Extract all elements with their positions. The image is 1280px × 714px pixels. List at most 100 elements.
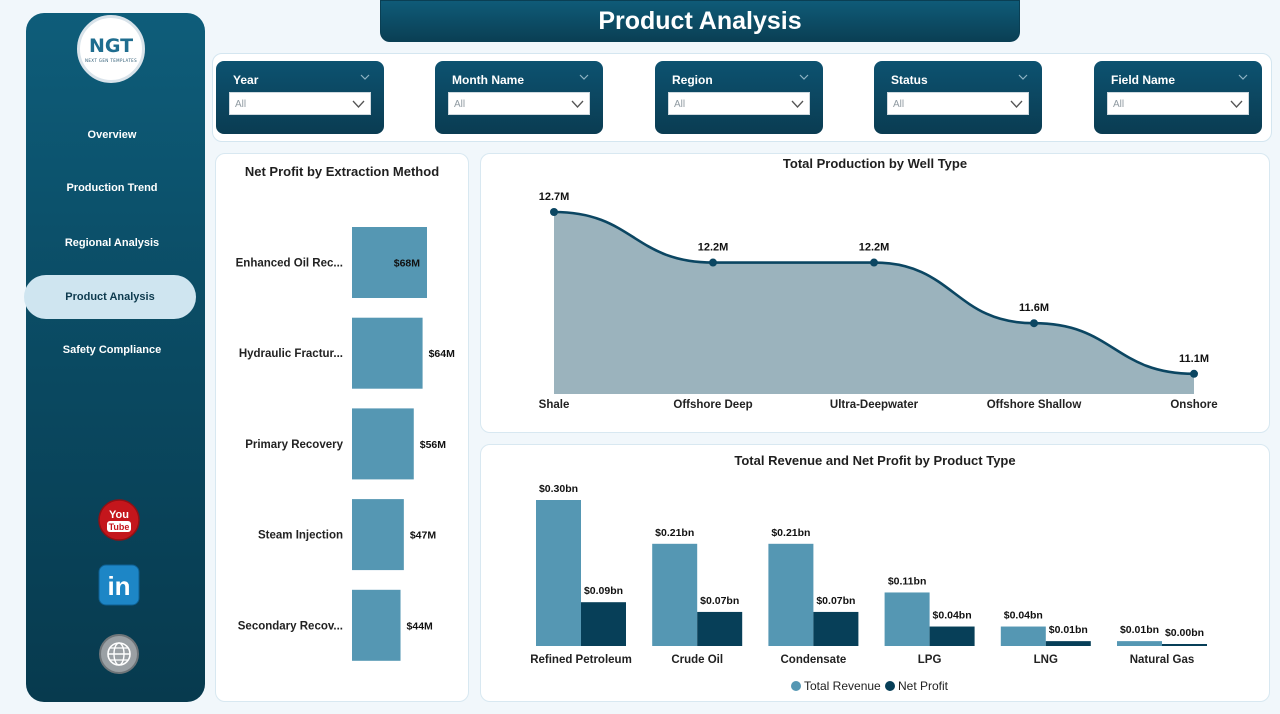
net-profit-bar [813,611,859,646]
data-label: 12.2M [859,242,890,254]
category-label: LNG [1034,654,1058,666]
category-label: Steam Injection [258,530,343,542]
legend-marker [885,681,895,691]
revenue-bar [536,500,581,646]
svg-text:Tube: Tube [109,522,130,532]
nav-regional-analysis[interactable]: Regional Analysis [64,237,160,249]
slicer-title: Region [672,73,713,87]
chevron-down-icon[interactable] [360,72,370,82]
legend-label: Net Profit [898,679,949,693]
net-profit-bar [1045,641,1091,646]
production-area-chart: 12.7M Shale 12.2M Offshore Deep 12.2M Ultra-D… [539,191,1218,411]
net-profit-bar [1162,644,1207,646]
data-label: 11.6M [1019,302,1049,314]
revenue-bar [884,592,930,646]
net-profit-card: Net Profit by Extraction Method Enhanced… [215,153,469,702]
filter-panel: Year All Month Name All Region All Statu… [212,53,1272,142]
bar [352,499,404,571]
svg-text:in: in [107,571,130,601]
category-label: Refined Petroleum [530,654,632,666]
category-label: Enhanced Oil Rec... [236,258,343,270]
data-label: $0.01bn [1120,624,1159,636]
status-dropdown[interactable]: All [887,92,1029,115]
data-point [1030,319,1038,328]
revenue-column-chart: $0.30bn $0.09bn Refined Petroleum $0.21bn $0… [530,483,1207,693]
data-label: $0.00bn [1165,627,1204,639]
data-label: $64M [429,348,456,360]
dropdown-value: All [454,99,466,110]
data-point [709,258,717,267]
data-point [550,208,558,216]
nav-product-analysis[interactable]: Product Analysis [24,275,196,319]
data-label: $0.07bn [700,595,739,607]
bar [352,317,423,389]
revenue-card: Total Revenue and Net Profit by Product … [480,444,1270,702]
data-label: $0.04bn [933,610,972,622]
category-label: Shale [539,399,570,411]
slicer-title: Month Name [452,73,524,87]
youtube-icon[interactable]: You Tube [98,499,140,541]
data-label: $0.21bn [771,527,810,539]
field-name-dropdown[interactable]: All [1107,92,1249,115]
data-label: $0.04bn [1004,610,1043,622]
revenue-bar [1000,626,1046,646]
region-dropdown[interactable]: All [668,92,810,115]
sidebar: NGT NEXT GEN TEMPLATES Overview Producti… [24,13,205,702]
area-fill [554,212,1194,394]
chevron-down-icon [352,100,365,108]
revenue-bar [768,543,814,646]
chart-title: Total Production by Well Type [782,156,968,171]
chevron-down-icon[interactable] [1018,72,1028,82]
chevron-down-icon[interactable] [579,72,589,82]
chevron-down-icon [1230,100,1243,108]
page-title: Product Analysis [598,6,802,35]
logo-mark: NGT [88,35,134,57]
dropdown-value: All [235,99,247,110]
category-label: Onshore [1170,399,1217,411]
revenue-bar [652,543,698,646]
nav-safety-compliance[interactable]: Safety Compliance [62,344,162,356]
category-label: Ultra-Deepwater [830,399,919,411]
net-profit-bar [697,611,743,646]
chevron-down-icon [1010,100,1023,108]
slicer-title: Status [891,73,928,87]
bar [352,408,414,480]
chevron-down-icon [571,100,584,108]
dropdown-value: All [1113,99,1125,110]
data-label: $44M [407,620,434,632]
data-label: 12.7M [539,191,570,203]
chart-title: Total Revenue and Net Profit by Product … [734,453,1016,468]
data-label: $0.09bn [584,585,623,597]
net-profit-bar [581,602,626,646]
data-label: $0.30bn [539,483,578,495]
net-profit-bar [929,626,975,646]
slicer-field-name: Field Name All [1094,61,1262,134]
category-label: LPG [918,654,942,666]
svg-text:You: You [109,509,129,521]
slicer-title: Year [233,73,259,87]
chevron-down-icon [791,100,804,108]
chevron-down-icon[interactable] [1238,72,1248,82]
category-label: Secondary Recov... [238,620,343,632]
data-label: $0.01bn [1049,624,1088,636]
nav-production-trend[interactable]: Production Trend [66,182,158,194]
data-label: 12.2M [698,242,729,254]
data-label: $0.21bn [655,527,694,539]
chevron-down-icon[interactable] [799,72,809,82]
slicer-month-name: Month Name All [435,61,603,134]
year-dropdown[interactable]: All [229,92,371,115]
website-icon[interactable] [98,633,140,675]
month-name-dropdown[interactable]: All [448,92,590,115]
legend-marker [791,681,801,691]
category-label: Condensate [780,654,846,666]
category-label: Hydraulic Fractur... [239,348,343,360]
category-label: Offshore Deep [673,399,752,411]
slicer-status: Status All [874,61,1042,134]
legend-label: Total Revenue [804,679,881,693]
linkedin-icon[interactable]: in [98,564,140,606]
category-label: Natural Gas [1130,654,1195,666]
category-label: Crude Oil [671,654,723,666]
data-label: $68M [394,258,421,270]
nav-overview[interactable]: Overview [87,129,137,141]
logo: NGT NEXT GEN TEMPLATES [77,15,145,83]
